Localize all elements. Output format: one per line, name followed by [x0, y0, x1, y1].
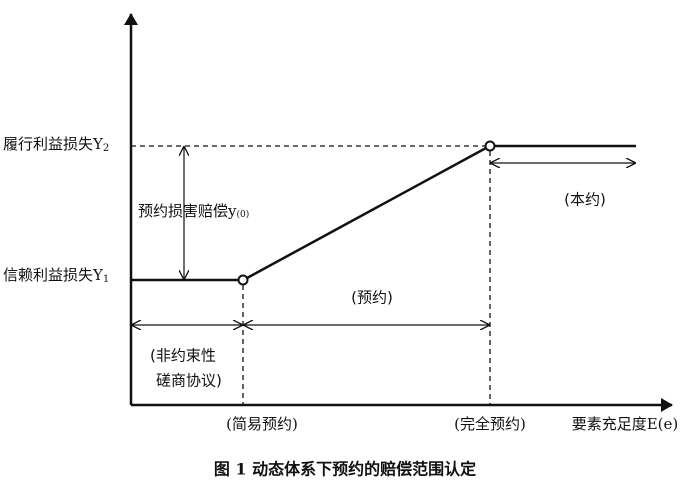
- axes: [124, 13, 673, 412]
- label-text: 信赖利益损失Y: [3, 266, 104, 284]
- y2-label: 履行利益损失Y2: [3, 135, 109, 154]
- label-text: 履行利益损失Y: [3, 135, 104, 153]
- gap-label: 预约损害赔偿y(0): [138, 202, 249, 220]
- curve: [131, 140, 636, 286]
- region-label: (非约束性: [150, 347, 216, 365]
- node: [237, 274, 249, 286]
- label-sub: 2: [103, 143, 109, 154]
- region-label: 磋商协议): [156, 372, 222, 390]
- region-label: (本约): [564, 191, 606, 209]
- label-sub: 1: [103, 274, 109, 285]
- arrows: [132, 147, 635, 325]
- label-sub: (0): [236, 209, 249, 220]
- x-axis-title: 要素充足度E(e): [572, 415, 679, 433]
- dashes: [131, 145, 491, 405]
- x-label: (完全预约): [454, 415, 526, 433]
- caption: 图 1 动态体系下预约的赔偿范围认定: [214, 460, 476, 479]
- x-label: (简易预约): [226, 415, 298, 433]
- y1-label: 信赖利益损失Y1: [3, 266, 109, 285]
- region-label: (预约): [351, 289, 393, 307]
- segment: [246, 146, 487, 280]
- label-text: 预约损害赔偿y: [138, 202, 237, 220]
- node: [484, 140, 496, 152]
